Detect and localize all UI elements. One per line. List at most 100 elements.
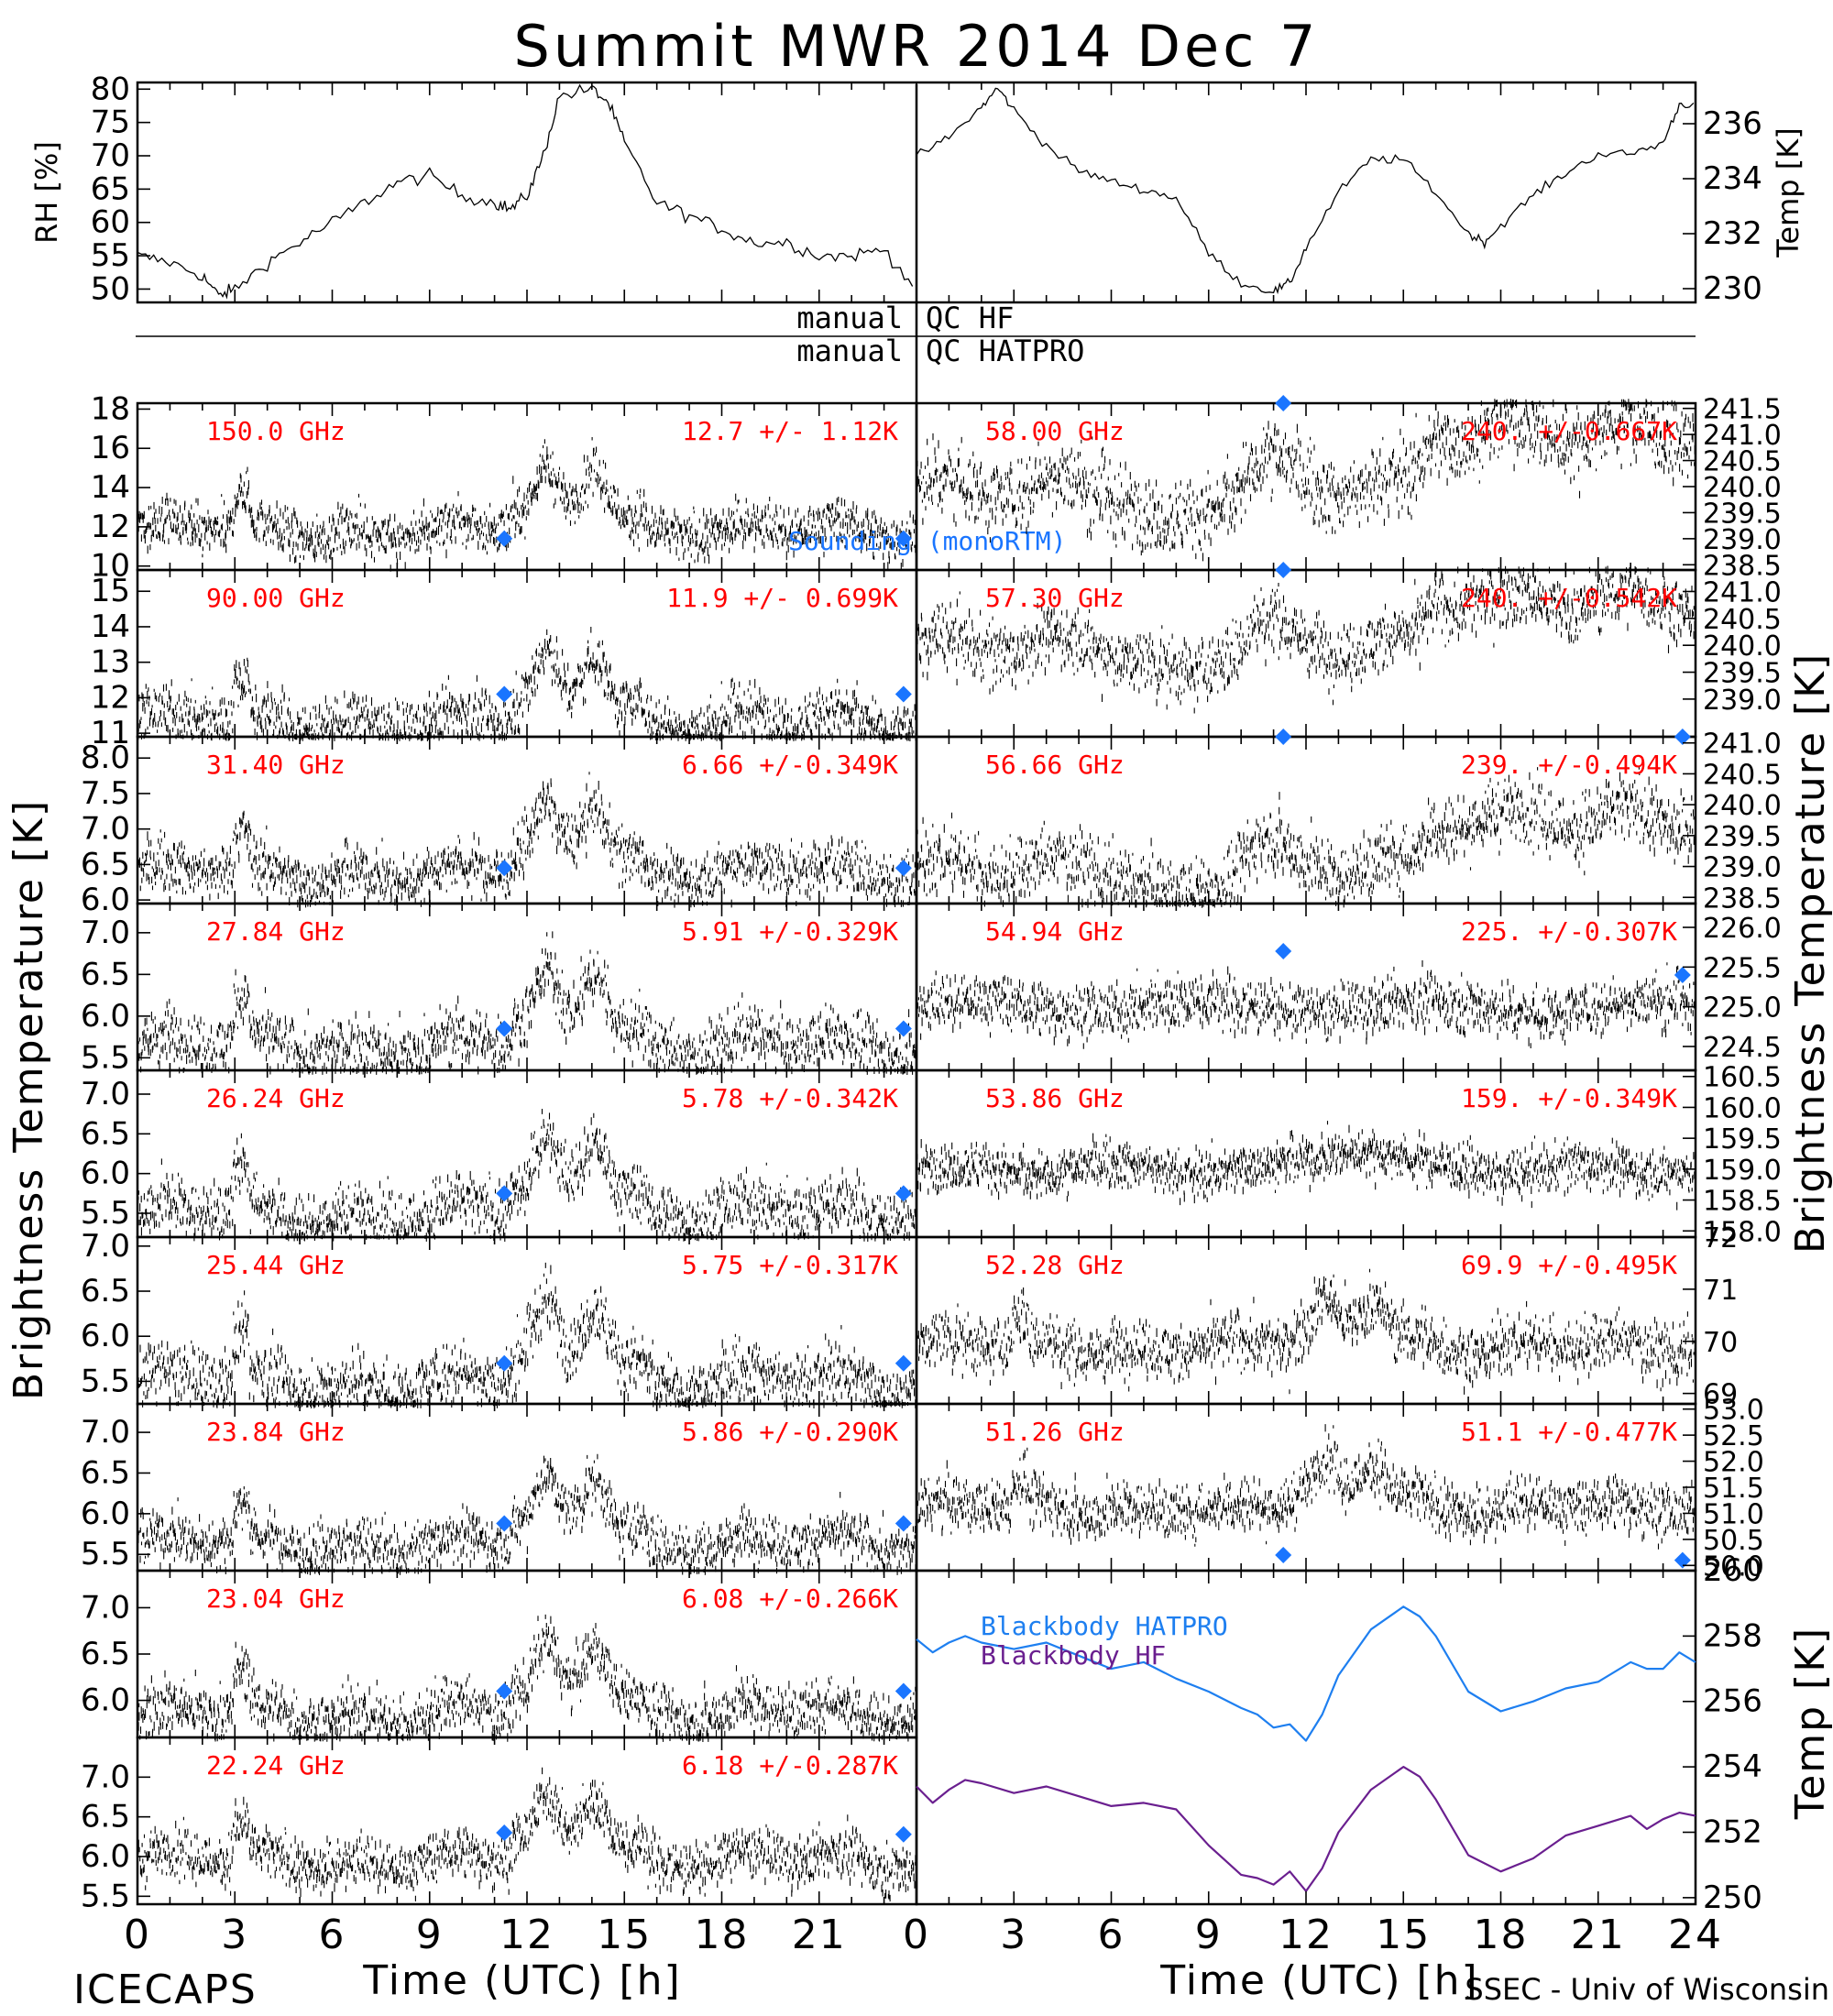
right-panel-0-stat-label: 240. +/-0.667K — [1461, 416, 1677, 446]
left-panel-8-stat-label: 6.18 +/-0.287K — [682, 1750, 898, 1780]
left-panel-5-ytick-label: 5.5 — [81, 1363, 130, 1399]
right-panel-0-sounding-marker — [1275, 395, 1292, 411]
met-rh-ytick-label: 50 — [91, 270, 130, 307]
right-panel-5-ytick-label: 70 — [1703, 1327, 1738, 1359]
left-panel-5-ytick-label: 6.0 — [81, 1318, 130, 1354]
left-panel-0-ytick-label: 18 — [91, 390, 130, 427]
met-temp-ytick-label: 232 — [1703, 215, 1762, 252]
left-panel-2-sounding-marker — [895, 860, 912, 877]
left-panel-6-ytick-label: 6.5 — [81, 1454, 130, 1491]
left-panel-5-sounding-marker — [895, 1354, 912, 1372]
left-panel-8-frequency-label: 22.24 GHz — [206, 1750, 346, 1780]
right-panel-1-ytick-label: 240.0 — [1703, 630, 1782, 663]
bb-series-1 — [916, 1766, 1696, 1892]
left-panel-4-ytick-label: 6.0 — [81, 1156, 130, 1192]
left-panel-5-ytick-label: 7.0 — [81, 1228, 130, 1265]
right-panel-3-ytick-label: 224.5 — [1703, 1032, 1782, 1064]
right-panel-2-ytick-label: 239.0 — [1703, 852, 1782, 884]
right-panel-6-frequency-label: 51.26 GHz — [985, 1417, 1125, 1447]
x-tick-label-right: 6 — [1098, 1912, 1125, 1958]
qc-hf-right-label: QC HF — [926, 301, 1014, 335]
right-panel-2-frequency-label: 56.66 GHz — [985, 750, 1125, 780]
bb-hatpro-legend: Blackbody HATPRO — [981, 1611, 1228, 1641]
x-tick-label-left: 12 — [499, 1912, 554, 1958]
left-panel-4-ytick-label: 6.5 — [81, 1115, 130, 1152]
right-panel-6-ytick-label: 51.0 — [1703, 1498, 1764, 1530]
left-panel-2-data-points — [137, 772, 917, 908]
met-temp-ytick-label: 230 — [1703, 270, 1762, 307]
x-tick-label-left: 15 — [597, 1912, 652, 1958]
right-panel-5-stat-label: 69.9 +/-0.495K — [1461, 1250, 1677, 1280]
met-rh-ytick-label: 60 — [91, 204, 130, 241]
left-panel-6-sounding-marker — [496, 1515, 513, 1532]
left-panel-1-sounding-marker — [895, 685, 912, 703]
left-panel-7-ytick-label: 6.0 — [81, 1682, 130, 1719]
left-panel-6-frequency-label: 23.84 GHz — [206, 1417, 346, 1447]
left-panel-7-data-points — [137, 1614, 917, 1742]
left-panel-3-sounding-marker — [895, 1020, 912, 1037]
bb-ytick-label: 250 — [1703, 1879, 1762, 1916]
right-panel-3-ytick-label: 225.5 — [1703, 952, 1782, 984]
met-rh-ytick-label: 70 — [91, 137, 130, 174]
left-panel-4-frequency-label: 26.24 GHz — [206, 1083, 346, 1113]
right-panel-6-sounding-marker — [1275, 1546, 1292, 1563]
right-panel-4-ytick-label: 160.5 — [1703, 1062, 1782, 1094]
x-tick-label-left: 21 — [792, 1912, 847, 1958]
left-panel-2-ytick-label: 6.0 — [81, 882, 130, 918]
x-axis-label-right: Time (UTC) [h] — [1159, 1957, 1478, 2004]
left-panel-8-ytick-label: 6.0 — [81, 1838, 130, 1875]
temp-axis-label: Temp [K] — [1771, 127, 1806, 257]
left-panel-1-ytick-label: 11 — [91, 715, 130, 751]
left-panel-3-frequency-label: 27.84 GHz — [206, 916, 346, 947]
sounding-legend: Sounding (monoRTM) — [788, 526, 1066, 556]
right-panel-6-stat-label: 51.1 +/-0.477K — [1461, 1417, 1677, 1447]
left-panel-1-frequency-label: 90.00 GHz — [206, 583, 346, 613]
x-tick-label-right: 15 — [1376, 1912, 1431, 1958]
right-panel-6-ytick-label: 50.0 — [1703, 1550, 1764, 1583]
right-panel-4-ytick-label: 160.0 — [1703, 1092, 1782, 1124]
x-tick-label-right: 24 — [1668, 1912, 1723, 1958]
left-panel-1-stat-label: 11.9 +/- 0.699K — [666, 583, 898, 613]
right-panel-1-stat-label: 240. +/-0.542K — [1461, 583, 1677, 613]
right-panel-3-ytick-label: 226.0 — [1703, 913, 1782, 945]
bb-ytick-label: 256 — [1703, 1683, 1762, 1720]
left-panel-2-sounding-marker — [496, 860, 513, 877]
left-panel-4-data-points — [137, 1109, 917, 1242]
right-panel-0-ytick-label: 239.5 — [1703, 498, 1782, 530]
right-panel-3-frequency-label: 54.94 GHz — [985, 916, 1125, 947]
left-panel-0-ytick-label: 10 — [91, 548, 130, 585]
left-panel-0-frequency-label: 150.0 GHz — [206, 416, 346, 446]
rh-axis-label: RH [%] — [29, 141, 64, 244]
left-panel-6-data-points — [137, 1453, 917, 1575]
left-panel-1-ytick-label: 15 — [91, 573, 130, 609]
right-panel-6-ytick-label: 51.5 — [1703, 1473, 1764, 1505]
right-panel-4-data-points — [916, 1121, 1696, 1211]
left-panel-0-data-points — [137, 437, 916, 572]
right-panel-1-ytick-label: 239.0 — [1703, 685, 1782, 717]
right-panel-1-data-points — [916, 565, 1696, 714]
left-panel-1-ytick-label: 13 — [91, 644, 130, 681]
left-panel-7-frequency-label: 23.04 GHz — [206, 1583, 346, 1614]
footer-ssec: SSEC - Univ of Wisconsin — [1465, 1972, 1829, 2007]
left-panel-2-stat-label: 6.66 +/-0.349K — [682, 750, 898, 780]
left-panel-2-ytick-label: 6.5 — [81, 846, 130, 882]
x-axis-label-left: Time (UTC) [h] — [362, 1957, 681, 2004]
right-panel-0-ytick-label: 240.0 — [1703, 472, 1782, 504]
left-panel-0-sounding-marker — [496, 530, 513, 547]
right-panel-2-sounding-marker — [1275, 729, 1292, 745]
right-panel-4-stat-label: 159. +/-0.349K — [1461, 1083, 1677, 1113]
right-panel-2-data-points — [916, 766, 1696, 908]
right-panel-2-ytick-label: 240.0 — [1703, 790, 1782, 822]
left-panel-0-ytick-label: 16 — [91, 430, 130, 466]
left-panel-6-sounding-marker — [895, 1515, 912, 1532]
left-panel-5-stat-label: 5.75 +/-0.317K — [682, 1250, 898, 1280]
left-panel-6-ytick-label: 5.5 — [81, 1536, 130, 1572]
left-panel-3-sounding-marker — [496, 1020, 513, 1037]
right-column: 58.00 GHz 240. +/-0.667K241.5241.0240.524… — [915, 394, 1782, 1583]
bb-axis-label: Temp [K] — [1787, 1627, 1833, 1820]
right-panel-6-ytick-label: 52.5 — [1703, 1420, 1764, 1452]
right-panel-3-data-points — [916, 960, 1696, 1049]
left-panel-5-data-points — [137, 1262, 917, 1408]
right-panel-6-sounding-marker — [1674, 1551, 1691, 1569]
